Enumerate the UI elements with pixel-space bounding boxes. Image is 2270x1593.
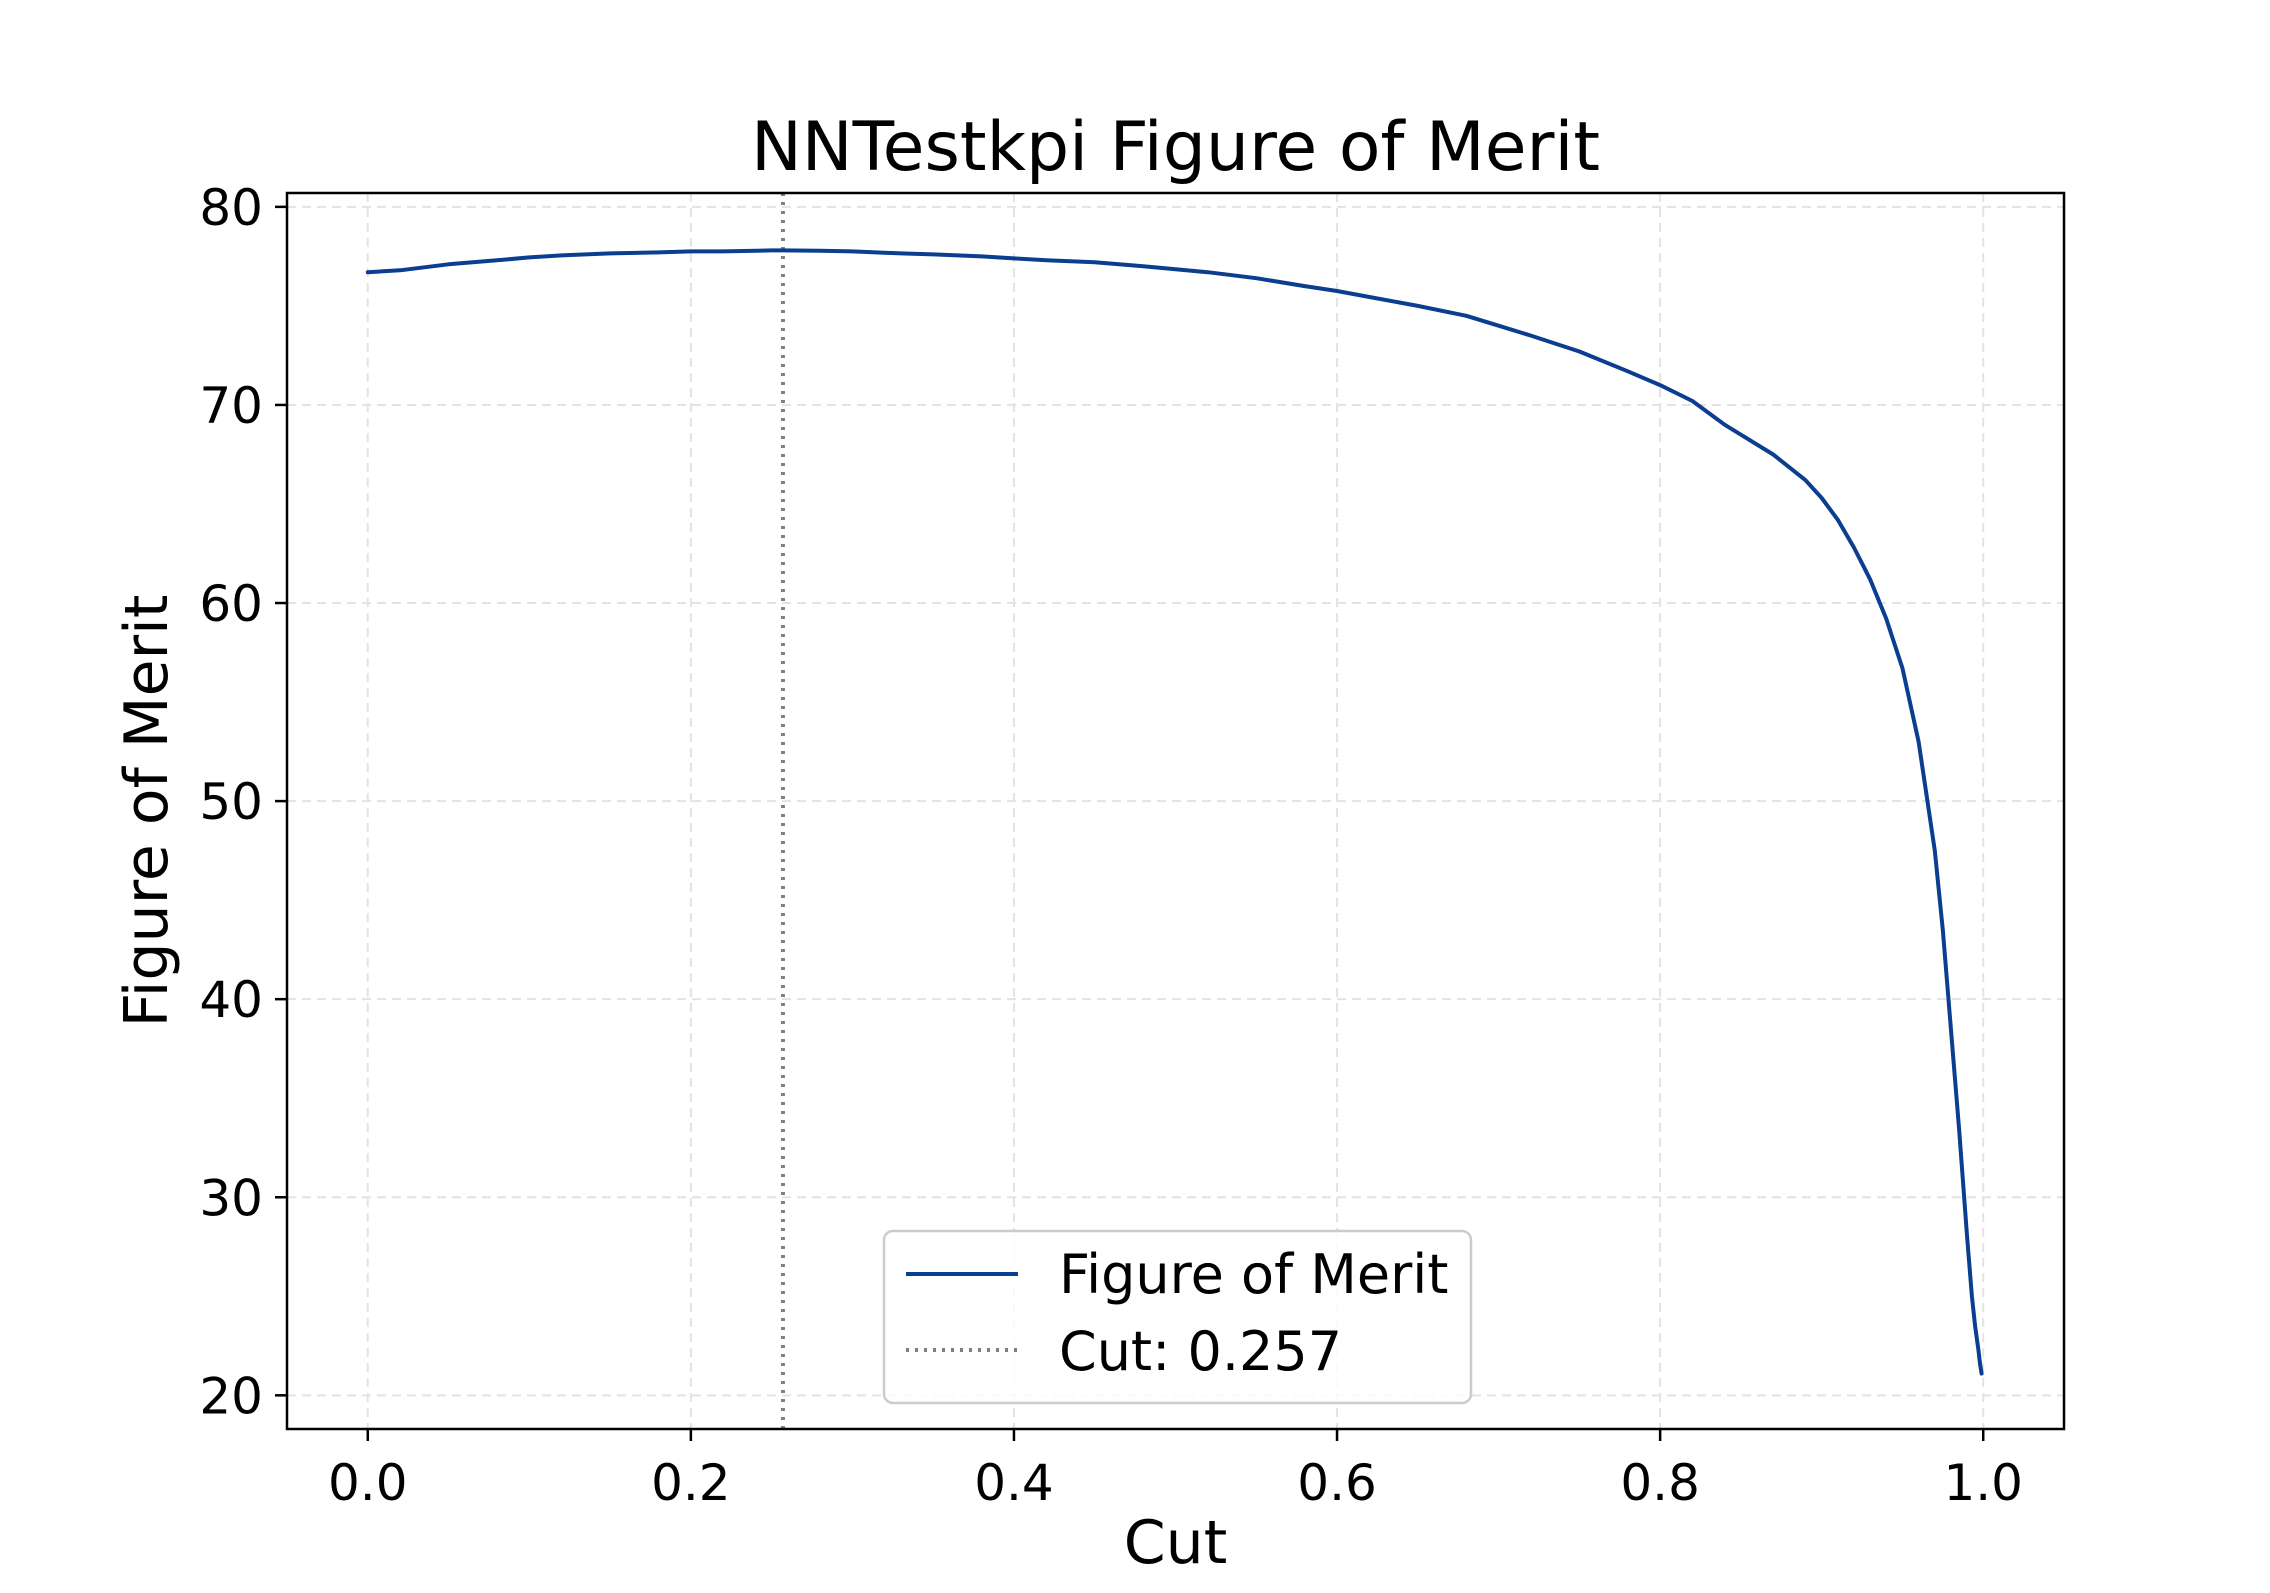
- legend-label-cut: Cut: 0.257: [1059, 1320, 1342, 1383]
- x-tick-label: 0.2: [651, 1454, 731, 1512]
- x-tick-label: 1.0: [1943, 1454, 2023, 1512]
- y-tick-label: 70: [199, 377, 263, 435]
- x-tick-label: 0.4: [974, 1454, 1054, 1512]
- legend-label-fom: Figure of Merit: [1059, 1243, 1448, 1306]
- legend: Figure of Merit Cut: 0.257: [882, 1229, 1473, 1405]
- plot-frame: [285, 191, 2066, 1431]
- x-tick-label: 0.0: [328, 1454, 408, 1512]
- y-axis-label: Figure of Merit: [112, 595, 182, 1028]
- x-axis-label: Cut: [1124, 1508, 1227, 1578]
- y-tick-label: 50: [199, 773, 263, 831]
- y-tick-label: 20: [199, 1367, 263, 1425]
- x-tick-label: 0.8: [1620, 1454, 1700, 1512]
- y-tick-label: 40: [199, 971, 263, 1029]
- x-axis-ticks: 0.0 0.2 0.4 0.6 0.8 1.0: [328, 1429, 2023, 1512]
- y-tick-label: 30: [199, 1169, 263, 1227]
- y-axis-ticks: 20 30 40 50 60 70 80: [199, 179, 287, 1425]
- y-tick-label: 80: [199, 179, 263, 237]
- legend-box: [882, 1229, 1473, 1405]
- fom-series-line: [365, 248, 1984, 1376]
- y-tick-label: 60: [199, 575, 263, 633]
- x-tick-label: 0.6: [1297, 1454, 1377, 1512]
- chart-title: NNTestkpi Figure of Merit: [751, 108, 1600, 187]
- series-layer: [365, 248, 1984, 1376]
